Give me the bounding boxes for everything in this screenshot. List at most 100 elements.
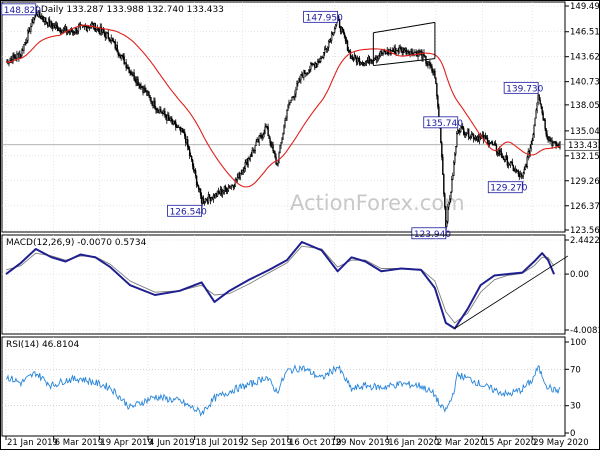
date-tick-label: 16 Oct 2019 <box>289 438 342 448</box>
candle-body <box>184 131 186 137</box>
annotation-label: 148.820 <box>4 6 41 16</box>
candle-body <box>208 194 211 198</box>
candle-body <box>450 191 452 200</box>
candle-body <box>294 93 296 97</box>
candle-body <box>462 128 465 135</box>
candle-body <box>144 87 146 93</box>
candle-body <box>310 63 312 70</box>
candle-body <box>317 61 319 66</box>
candle-body <box>133 72 135 80</box>
candle-body <box>102 29 104 33</box>
candle-body <box>467 128 470 138</box>
price-tick-label: 126.370 <box>570 202 600 212</box>
candle-body <box>25 41 27 44</box>
candle-body <box>465 133 468 135</box>
candle-body <box>512 164 515 171</box>
candle-body <box>130 71 132 75</box>
date-tick-label: 21 Jan 2019 <box>7 438 58 448</box>
candle-body <box>501 155 504 158</box>
candle-body <box>515 168 518 172</box>
candle-body <box>186 139 189 147</box>
annotation-box <box>423 116 459 129</box>
candle-body <box>536 102 538 111</box>
candle-body <box>346 40 349 51</box>
candle-body <box>301 74 303 76</box>
candle-body <box>445 207 447 227</box>
moving-average-line <box>5 24 561 188</box>
candle-body <box>112 39 114 42</box>
candle-body <box>535 109 537 119</box>
candle-body <box>285 117 287 121</box>
candle-body <box>141 85 143 89</box>
candle-body <box>46 21 48 23</box>
candle-body <box>457 129 459 134</box>
candle-body <box>279 145 281 154</box>
candle-body <box>224 186 227 189</box>
candle-body <box>86 27 89 31</box>
candle-body <box>380 51 382 55</box>
candle-body <box>509 162 512 166</box>
macd-line <box>5 240 555 330</box>
candle-body <box>229 186 232 189</box>
date-tick-label: 19 Apr 2019 <box>100 438 153 448</box>
candle-body <box>540 103 542 108</box>
rsi-tick-label: 0 <box>570 429 575 439</box>
candle-body <box>300 74 302 81</box>
candle-body <box>199 188 202 196</box>
candle-body <box>308 69 310 74</box>
candle-body <box>281 138 283 143</box>
candle-body <box>297 82 299 84</box>
candle-body <box>171 118 173 122</box>
candle-body <box>24 42 26 45</box>
candle-body <box>125 62 127 68</box>
candle-body <box>139 83 141 88</box>
candle-body <box>305 73 307 75</box>
candle-body <box>197 185 200 190</box>
candle-body <box>231 184 234 186</box>
candle-body <box>254 145 256 151</box>
candle-body <box>30 26 32 32</box>
candle-body <box>103 32 105 35</box>
candle-body <box>443 174 445 195</box>
candle-body <box>148 92 150 96</box>
candle-body <box>269 138 271 143</box>
candle-body <box>358 58 361 65</box>
macd-tick-label: -4.0081 <box>570 326 600 336</box>
candle-body <box>442 156 444 175</box>
candle-body <box>398 47 400 53</box>
candle-body <box>161 111 163 114</box>
candle-body <box>182 128 184 133</box>
candle-body <box>429 62 431 67</box>
watermark: ActionForex.com <box>290 191 465 215</box>
candle-body <box>332 32 335 36</box>
candle-body <box>320 58 322 62</box>
candle-body <box>26 40 28 43</box>
candle-body <box>334 24 337 29</box>
candle-body <box>123 56 125 64</box>
price-tick-label: 138.050 <box>570 101 600 111</box>
annotation-box <box>167 204 202 217</box>
rsi-tick-label: 30 <box>570 402 581 412</box>
date-tick-label: 15 Apr 2020 <box>484 438 537 448</box>
candle-body <box>272 144 274 151</box>
candle-body <box>217 190 220 193</box>
candle-body <box>505 155 508 158</box>
candle-body <box>284 120 286 127</box>
candle-body <box>395 50 397 54</box>
candle-body <box>403 49 405 53</box>
candle-body <box>354 54 357 59</box>
candle-body <box>290 99 292 103</box>
candle-body <box>553 142 555 144</box>
candle-body <box>447 206 449 222</box>
candle-body <box>27 30 29 41</box>
candle-body <box>111 37 113 40</box>
candle-body <box>12 54 14 63</box>
candle-body <box>524 166 526 170</box>
date-tick-label: 6 Mar 2019 <box>55 438 103 448</box>
candle-body <box>411 49 413 54</box>
candle-body <box>23 44 25 51</box>
candle-body <box>506 156 509 166</box>
candle-body <box>431 65 433 72</box>
candle-body <box>164 110 166 116</box>
